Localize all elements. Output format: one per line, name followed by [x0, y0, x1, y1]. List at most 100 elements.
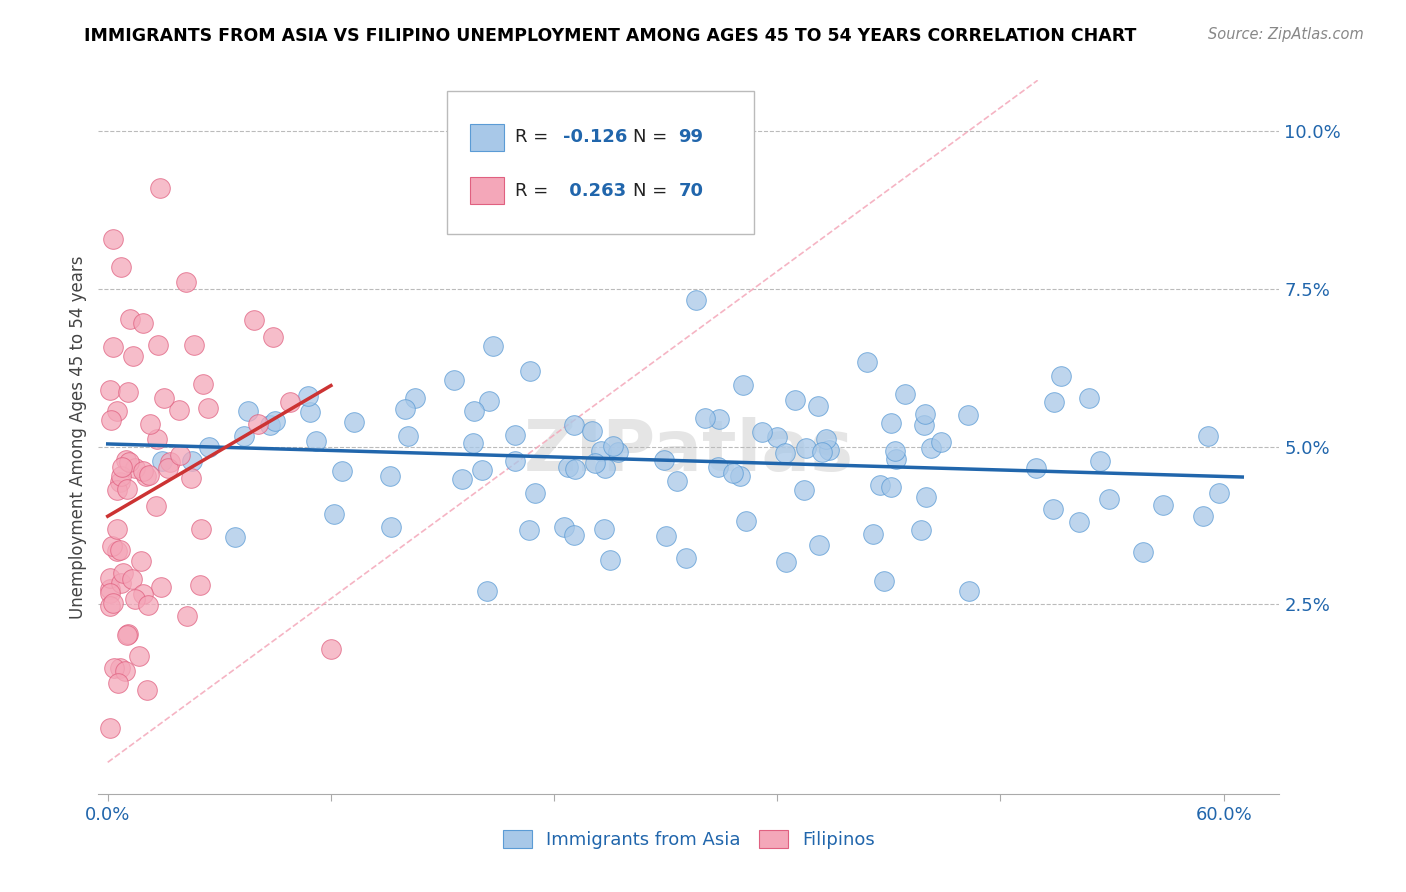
Point — [880, 416, 903, 430]
Point — [121, 572, 143, 586]
Point — [299, 405, 322, 419]
Point — [153, 392, 176, 406]
Point — [1050, 369, 1073, 384]
Point — [1132, 545, 1154, 559]
Point — [115, 452, 138, 467]
Point — [107, 676, 129, 690]
Point — [264, 415, 287, 429]
Text: 0.263: 0.263 — [562, 182, 626, 200]
Point — [135, 469, 157, 483]
Point — [773, 446, 796, 460]
Point — [450, 472, 472, 486]
Point — [1152, 499, 1174, 513]
Point — [478, 394, 501, 409]
Point — [103, 660, 125, 674]
Point — [880, 480, 903, 494]
Point — [695, 411, 717, 425]
Point — [655, 529, 678, 543]
Point — [105, 543, 128, 558]
Point — [146, 432, 169, 446]
Text: Source: ZipAtlas.com: Source: ZipAtlas.com — [1208, 27, 1364, 42]
Point — [564, 462, 586, 476]
Text: IMMIGRANTS FROM ASIA VS FILIPINO UNEMPLOYMENT AMONG AGES 45 TO 54 YEARS CORRELAT: IMMIGRANTS FROM ASIA VS FILIPINO UNEMPLO… — [84, 27, 1136, 45]
Point — [259, 417, 281, 432]
Point — [818, 443, 841, 458]
Point — [794, 441, 817, 455]
Point — [591, 444, 613, 458]
Point — [111, 459, 134, 474]
Point — [524, 486, 547, 500]
Point — [593, 461, 616, 475]
Point — [920, 442, 942, 456]
Point — [128, 648, 150, 663]
Point — [652, 453, 675, 467]
Text: 99: 99 — [678, 128, 703, 146]
Point — [482, 339, 505, 353]
Point — [910, 523, 932, 537]
Point — [115, 482, 138, 496]
Point — [1197, 429, 1219, 443]
Point — [124, 592, 146, 607]
Point — [191, 377, 214, 392]
Point — [132, 316, 155, 330]
Point — [394, 402, 416, 417]
Text: R =: R = — [516, 128, 554, 146]
Point — [135, 682, 157, 697]
Point — [557, 460, 579, 475]
FancyBboxPatch shape — [471, 178, 503, 204]
Point — [728, 469, 751, 483]
Point — [553, 520, 575, 534]
Point — [131, 554, 153, 568]
Point — [149, 580, 172, 594]
FancyBboxPatch shape — [447, 91, 754, 234]
Point — [197, 401, 219, 415]
Point — [581, 424, 603, 438]
Point — [873, 574, 896, 588]
Point — [181, 454, 204, 468]
Point — [1098, 491, 1121, 506]
Point — [731, 378, 754, 392]
Point — [110, 475, 132, 489]
Point — [808, 538, 831, 552]
Point — [785, 393, 807, 408]
Point — [138, 467, 160, 482]
Point — [262, 329, 284, 343]
Point — [914, 407, 936, 421]
Point — [562, 418, 585, 433]
Point — [124, 461, 146, 475]
Point — [139, 417, 162, 431]
Point — [1042, 501, 1064, 516]
Point — [243, 313, 266, 327]
Point — [319, 641, 342, 656]
Point — [884, 443, 907, 458]
Text: N =: N = — [634, 182, 673, 200]
Point — [775, 555, 797, 569]
Point — [856, 355, 879, 369]
Point — [884, 452, 907, 467]
Point — [233, 429, 256, 443]
Point — [149, 180, 172, 194]
Point — [1192, 508, 1215, 523]
Point — [180, 471, 202, 485]
Point — [110, 576, 132, 591]
Point — [183, 338, 205, 352]
Point — [956, 408, 979, 422]
Point — [117, 626, 139, 640]
Point — [108, 660, 131, 674]
Point — [247, 417, 270, 432]
Point — [1078, 391, 1101, 405]
Point — [145, 499, 167, 513]
Text: ZIPatlas: ZIPatlas — [524, 417, 853, 486]
Point — [110, 469, 132, 483]
Point — [297, 389, 319, 403]
Point — [105, 522, 128, 536]
Point — [461, 435, 484, 450]
Point — [98, 571, 121, 585]
Point — [101, 596, 124, 610]
Point — [100, 413, 122, 427]
Point — [323, 507, 346, 521]
Point — [174, 276, 197, 290]
Point — [198, 440, 221, 454]
Point — [915, 490, 938, 504]
Point — [122, 350, 145, 364]
